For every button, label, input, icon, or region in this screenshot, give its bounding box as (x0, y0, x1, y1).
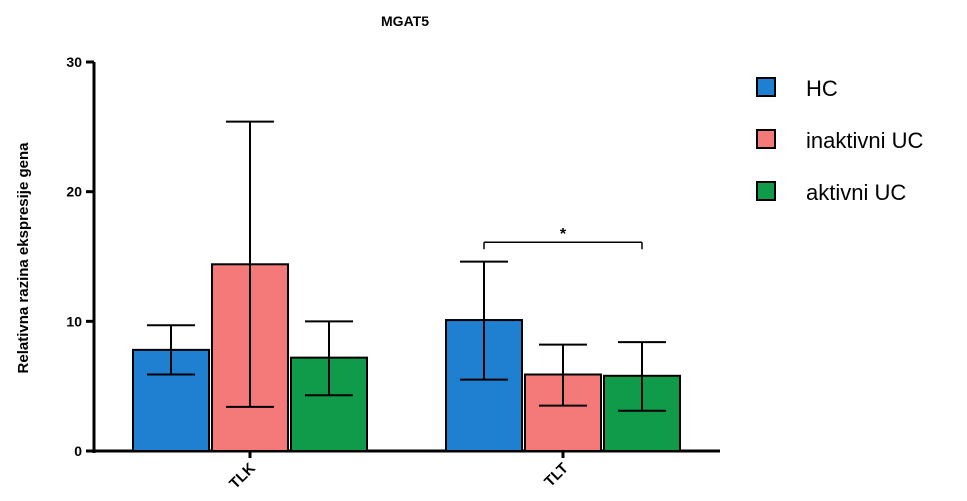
chart-title: MGAT5 (381, 13, 429, 29)
error-bars (147, 120, 666, 412)
significance-label: * (560, 226, 567, 243)
x-tick-label: TLK (226, 460, 259, 493)
legend-swatch (756, 77, 776, 97)
bars (132, 263, 681, 453)
y-tick-label: 0 (74, 443, 82, 459)
y-tick-label: 30 (66, 54, 82, 70)
x-tick-label: TLT (541, 460, 572, 491)
y-axis-label: Relativna razina ekspresije gena (15, 142, 32, 374)
bar-tlt-aktivni-uc (603, 374, 681, 452)
legend-swatch (756, 129, 776, 149)
legend-label: inaktivni UC (806, 128, 923, 153)
legend-swatch (756, 181, 776, 201)
x-tick-labels: TLK TLT (226, 451, 572, 492)
legend-label: HC (806, 76, 838, 101)
legend: HC inaktivni UC aktivni UC (756, 76, 923, 205)
significance-bracket: * (483, 226, 643, 250)
y-tick-label: 10 (66, 313, 82, 329)
y-tick-label: 20 (66, 184, 82, 200)
legend-label: aktivni UC (806, 180, 906, 205)
